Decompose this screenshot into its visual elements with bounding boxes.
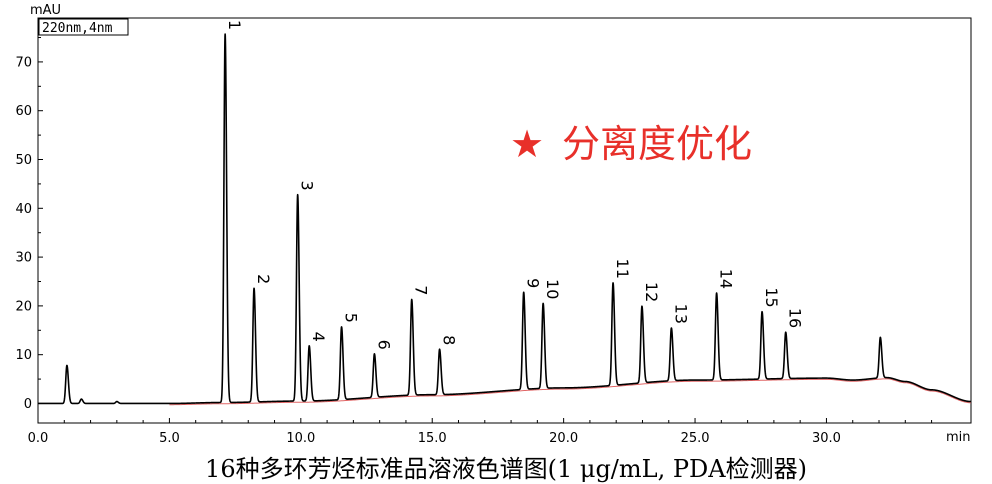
y-tick-label: 60	[15, 104, 32, 119]
x-axis-unit-label: min	[946, 430, 971, 445]
peak-label: 1	[225, 20, 244, 30]
y-tick-label: 20	[15, 299, 32, 314]
peak-label: 11	[613, 259, 632, 279]
channel-box	[38, 18, 129, 36]
x-tick-label: 20.0	[549, 431, 578, 446]
peak-label: 2	[254, 274, 273, 284]
annotation-text: 分离度优化	[562, 122, 752, 166]
y-axis-unit-label: mAU	[30, 3, 61, 18]
y-tick-label: 0	[24, 397, 32, 412]
peak-label: 9	[524, 278, 543, 288]
y-tick-label: 30	[15, 251, 32, 266]
peak-label: 12	[642, 282, 661, 302]
peak-label: 8	[440, 335, 459, 345]
x-tick-label: 15.0	[418, 431, 447, 446]
peak-label: 14	[717, 269, 736, 289]
peak-label: 15	[762, 287, 781, 307]
figure-caption: 16种多环芳烃标准品溶液色谱图(1 μg/mL, PDA检测器)	[205, 455, 807, 483]
y-tick-label: 70	[15, 55, 32, 70]
peak-label: 4	[309, 332, 328, 342]
y-tick-label: 40	[15, 202, 32, 217]
x-tick-label: 30.0	[812, 431, 841, 446]
peak-label: 7	[412, 285, 431, 295]
y-tick-label: 50	[15, 153, 32, 168]
peak-label: 13	[671, 304, 690, 324]
peak-label: 3	[298, 180, 317, 190]
x-tick-label: 0.0	[28, 431, 49, 446]
chromatogram-trace	[37, 33, 972, 405]
peak-label: 5	[342, 313, 361, 323]
x-axis-ticks: 0.0 5.0 10.0 15.0 20.0 25.0 30.0	[28, 418, 933, 446]
peak-label: 6	[374, 340, 393, 350]
integration-baseline	[169, 378, 972, 406]
peak-label: 16	[786, 308, 805, 328]
x-tick-label: 10.0	[286, 431, 315, 446]
y-axis-ticks: 0 10 20 30 40 50 60 70	[15, 37, 43, 412]
plot-frame	[37, 17, 972, 424]
y-tick-label: 10	[15, 348, 32, 363]
annotation-star-icon: ★	[510, 122, 544, 166]
x-tick-label: 25.0	[681, 431, 710, 446]
x-tick-label: 5.0	[159, 431, 180, 446]
peak-label: 10	[543, 279, 562, 299]
channel-label: 220nm,4nm	[42, 21, 113, 36]
